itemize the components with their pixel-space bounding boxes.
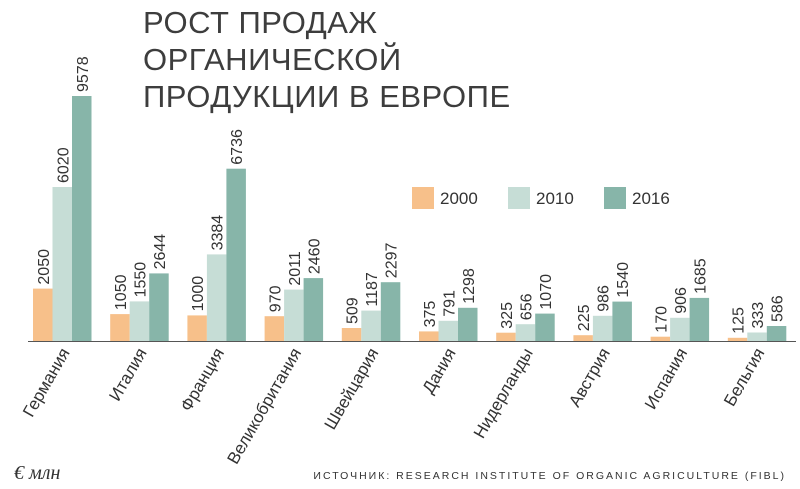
- value-label-4-2010: 1187: [364, 272, 381, 307]
- value-label-0-2016: 9578: [75, 56, 92, 92]
- bar-0-2016: [72, 96, 92, 341]
- legend-label-2000: 2000: [440, 189, 478, 208]
- value-label-5-2016: 1298: [461, 268, 478, 304]
- bar-9-2016: [766, 326, 787, 341]
- value-label-2-2000: 1000: [190, 276, 207, 312]
- bar-3-2016: [303, 278, 324, 341]
- value-label-9-2016: 586: [770, 295, 787, 322]
- bar-7-2010: [592, 315, 613, 341]
- legend-swatch-2010: [508, 187, 530, 209]
- bar-4-2016: [380, 282, 401, 341]
- value-label-3-2016: 2460: [306, 238, 323, 274]
- value-label-1-2016: 2644: [152, 234, 169, 270]
- bar-0-2000: [33, 288, 53, 341]
- category-label-8: Испания: [641, 345, 691, 413]
- bar-1-2000: [110, 314, 130, 341]
- bar-0-2010: [52, 187, 72, 341]
- value-label-4-2016: 2297: [384, 243, 401, 279]
- bar-8-2000: [650, 336, 671, 341]
- value-label-6-2000: 325: [499, 302, 516, 329]
- value-label-8-2016: 1685: [692, 258, 709, 294]
- value-label-4-2000: 509: [345, 297, 362, 324]
- bar-5-2016: [458, 307, 478, 341]
- bar-6-2000: [496, 332, 516, 341]
- value-label-5-2010: 791: [441, 290, 458, 317]
- value-label-0-2010: 6020: [55, 147, 72, 183]
- bar-5-2000: [419, 331, 439, 341]
- value-label-7-2010: 986: [596, 285, 613, 312]
- bar-9-2010: [747, 332, 767, 341]
- category-label-9: Бельгия: [720, 345, 768, 410]
- value-label-1-2010: 1550: [132, 262, 149, 298]
- value-label-0-2000: 2050: [36, 249, 53, 285]
- bar-2-2010: [206, 254, 227, 341]
- value-label-1-2000: 1050: [113, 274, 130, 310]
- unit-label: € млн: [14, 462, 61, 484]
- legend-label-2010: 2010: [536, 189, 574, 208]
- value-label-9-2010: 333: [750, 302, 767, 329]
- category-label-2: Франция: [177, 345, 228, 415]
- bar-1-2016: [149, 273, 169, 341]
- title-line-2: ПРОДУКЦИИ В ЕВРОПЕ: [143, 79, 511, 114]
- legend-label-2016: 2016: [632, 189, 670, 208]
- category-label-5: Дания: [419, 345, 460, 397]
- value-label-2-2016: 6736: [229, 129, 246, 165]
- source-note: ИСТОЧНИК: RESEARCH INSTITUTE OF ORGANIC …: [313, 470, 786, 482]
- bar-8-2016: [689, 297, 710, 341]
- bar-6-2016: [535, 313, 555, 341]
- category-label-7: Австрия: [565, 345, 614, 410]
- value-label-5-2000: 375: [422, 301, 439, 328]
- bar-3-2000: [264, 316, 285, 341]
- bar-9-2000: [727, 337, 748, 341]
- value-label-6-2016: 1070: [538, 274, 555, 310]
- legend: 2000 2010 2016: [412, 187, 670, 209]
- value-label-6-2010: 656: [519, 293, 536, 320]
- title-line-1: РОСТ ПРОДАЖ ОРГАНИЧЕСКОЙ: [143, 5, 402, 77]
- value-label-8-2000: 170: [653, 306, 670, 333]
- bars-group: [33, 96, 787, 341]
- category-label-4: Швейцария: [321, 345, 383, 433]
- legend-swatch-2016: [604, 187, 626, 209]
- bar-2-2016: [226, 168, 246, 341]
- bar-8-2010: [670, 317, 690, 341]
- bar-3-2010: [284, 289, 304, 341]
- category-label-1: Италия: [105, 345, 150, 405]
- value-label-3-2010: 2011: [287, 251, 304, 286]
- bar-2-2000: [187, 315, 207, 341]
- value-label-8-2010: 906: [673, 287, 690, 314]
- value-label-7-2000: 225: [576, 304, 593, 331]
- legend-swatch-2000: [412, 187, 434, 209]
- bar-7-2000: [573, 335, 593, 341]
- category-label-3: Великобритания: [224, 345, 306, 468]
- chart-title: РОСТ ПРОДАЖ ОРГАНИЧЕСКОЙ ПРОДУКЦИИ В ЕВР…: [143, 4, 643, 115]
- category-label-0: Германия: [19, 345, 74, 421]
- bar-4-2000: [341, 328, 362, 341]
- bar-7-2016: [612, 301, 632, 341]
- bar-1-2010: [129, 301, 150, 341]
- bar-6-2010: [515, 324, 536, 341]
- value-label-3-2000: 970: [267, 285, 284, 312]
- value-label-9-2000: 125: [731, 307, 748, 334]
- bar-5-2010: [438, 320, 458, 341]
- value-label-2-2010: 3384: [210, 215, 227, 251]
- category-label-6: Нидерланды: [470, 345, 537, 442]
- value-label-7-2016: 1540: [615, 262, 632, 298]
- bar-4-2010: [361, 310, 381, 341]
